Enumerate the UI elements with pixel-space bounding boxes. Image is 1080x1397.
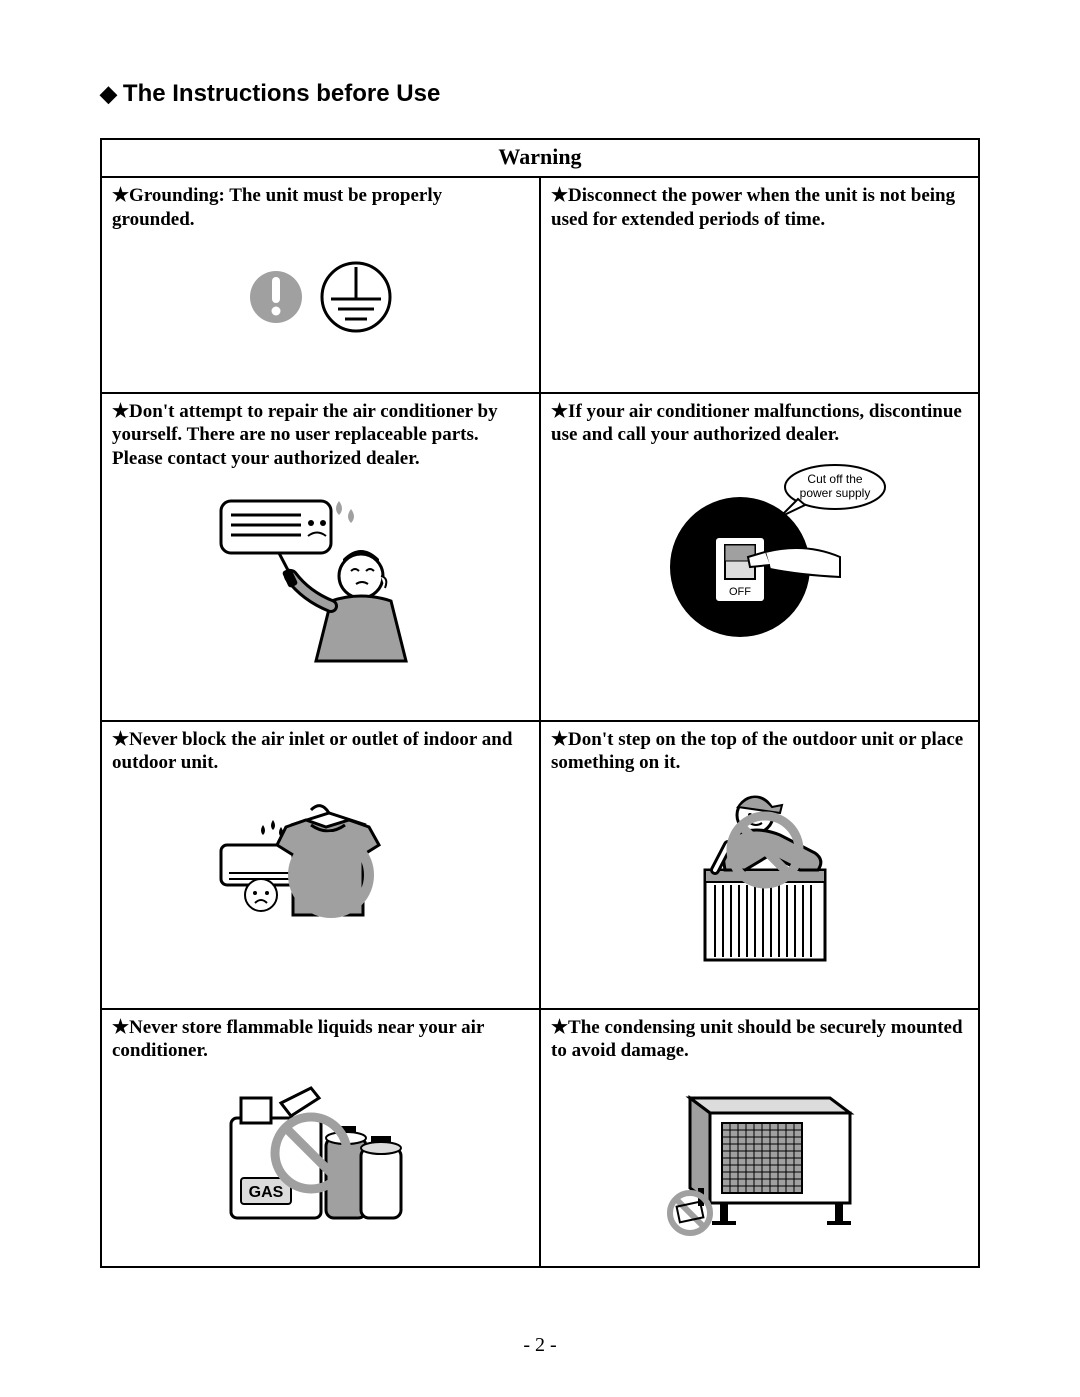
illustration-gas: GAS xyxy=(112,1063,529,1243)
gas-icon: GAS xyxy=(211,1068,431,1238)
illustration-block xyxy=(112,775,529,975)
text: Don't step on the top of the outdoor uni… xyxy=(551,729,963,774)
table-row: ★Don't attempt to repair the air conditi… xyxy=(101,393,979,721)
star-icon: ★ xyxy=(112,729,129,750)
cell-text: ★Never store flammable liquids near your… xyxy=(112,1016,529,1064)
star-icon: ★ xyxy=(112,401,129,422)
gas-label: GAS xyxy=(248,1184,283,1201)
star-icon: ★ xyxy=(551,401,568,422)
cell-text: ★Never block the air inlet or outlet of … xyxy=(112,728,529,776)
text: The condensing unit should be securely m… xyxy=(551,1017,963,1062)
text: Disconnect the power when the unit is no… xyxy=(551,185,955,230)
text: Don't attempt to repair the air conditio… xyxy=(112,401,498,470)
star-icon: ★ xyxy=(112,185,129,206)
cell-malfunction: ★If your air conditioner malfunctions, d… xyxy=(540,393,979,721)
page-heading: ◆ The Instructions before Use xyxy=(100,80,980,108)
illustration-step xyxy=(551,775,968,975)
cell-text: ★Grounding: The unit must be properly gr… xyxy=(112,184,529,232)
illustration-ground xyxy=(112,232,529,382)
cell-block: ★Never block the air inlet or outlet of … xyxy=(101,721,540,1009)
cell-mount: ★The condensing unit should be securely … xyxy=(540,1009,979,1267)
illustration-cutoff: Cut off the power supply OFF xyxy=(551,447,968,657)
ground-icon xyxy=(231,247,411,367)
cutoff-text2: power supply xyxy=(799,486,870,500)
cell-disconnect: ★Disconnect the power when the unit is n… xyxy=(540,177,979,393)
cell-repair: ★Don't attempt to repair the air conditi… xyxy=(101,393,540,721)
cell-text: ★The condensing unit should be securely … xyxy=(551,1016,968,1064)
warning-table: Warning ★Grounding: The unit must be pro… xyxy=(100,138,980,1268)
cell-text: ★Don't attempt to repair the air conditi… xyxy=(112,400,529,471)
text: Never store flammable liquids near your … xyxy=(112,1017,484,1062)
table-header: Warning xyxy=(101,139,979,177)
diamond-icon: ◆ xyxy=(100,83,117,105)
repair-icon xyxy=(211,481,431,681)
cell-grounding: ★Grounding: The unit must be properly gr… xyxy=(101,177,540,393)
cell-flammable: ★Never store flammable liquids near your… xyxy=(101,1009,540,1267)
cell-text: ★Don't step on the top of the outdoor un… xyxy=(551,728,968,776)
star-icon: ★ xyxy=(551,1017,568,1038)
text: Grounding: The unit must be properly gro… xyxy=(112,185,442,230)
star-icon: ★ xyxy=(551,185,568,206)
table-row: ★Grounding: The unit must be properly gr… xyxy=(101,177,979,393)
block-icon xyxy=(211,785,431,965)
off-label: OFF xyxy=(729,586,751,598)
page: ◆ The Instructions before Use Warning ★G… xyxy=(0,0,1080,1397)
table-row: ★Never store flammable liquids near your… xyxy=(101,1009,979,1267)
heading-text: The Instructions before Use xyxy=(123,80,440,108)
text: If your air conditioner malfunctions, di… xyxy=(551,401,962,446)
cell-text: ★Disconnect the power when the unit is n… xyxy=(551,184,968,232)
cell-step: ★Don't step on the top of the outdoor un… xyxy=(540,721,979,1009)
text: Never block the air inlet or outlet of i… xyxy=(112,729,512,774)
step-icon xyxy=(650,775,870,975)
star-icon: ★ xyxy=(551,729,568,750)
cell-text: ★If your air conditioner malfunctions, d… xyxy=(551,400,968,448)
illustration-mount xyxy=(551,1063,968,1243)
cutoff-text1: Cut off the xyxy=(807,472,862,486)
page-number: - 2 - xyxy=(0,1334,1080,1357)
star-icon: ★ xyxy=(112,1017,129,1038)
mount-icon xyxy=(640,1068,880,1238)
cutoff-icon: Cut off the power supply OFF xyxy=(630,457,890,647)
illustration-repair xyxy=(112,471,529,691)
table-header-row: Warning xyxy=(101,139,979,177)
table-row: ★Never block the air inlet or outlet of … xyxy=(101,721,979,1009)
